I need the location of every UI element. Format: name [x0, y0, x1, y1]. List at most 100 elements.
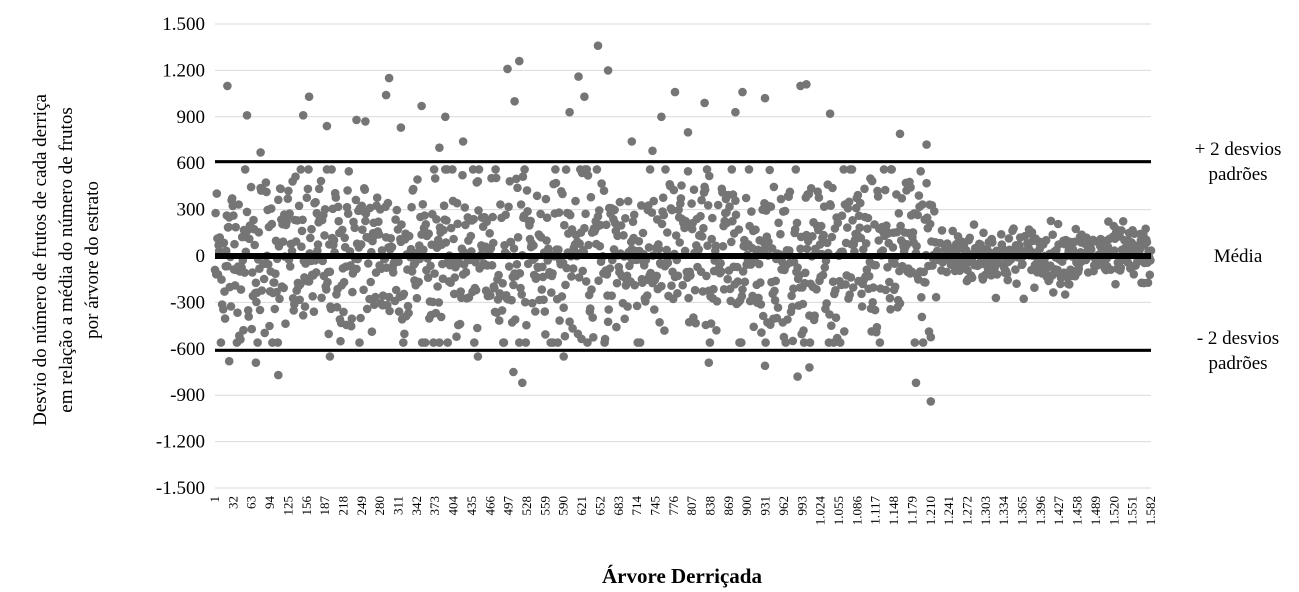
x-tick-label: 497	[501, 496, 516, 516]
data-point	[812, 285, 821, 294]
data-point	[361, 216, 370, 226]
data-point	[857, 289, 866, 299]
data-point	[418, 200, 428, 209]
data-point	[870, 305, 880, 315]
data-point	[269, 278, 279, 287]
data-point	[894, 209, 904, 218]
data-point	[840, 327, 849, 336]
x-tick-label: 776	[666, 496, 681, 516]
x-tick-label: 931	[758, 496, 773, 516]
data-point	[645, 165, 655, 174]
data-point	[868, 298, 877, 307]
data-point	[1117, 226, 1126, 235]
data-point	[531, 307, 540, 316]
data-point	[991, 293, 1001, 303]
data-point	[510, 315, 520, 324]
data-point	[554, 245, 563, 254]
data-point	[361, 117, 370, 126]
data-point	[236, 285, 246, 294]
data-point	[413, 175, 422, 184]
data-point	[259, 274, 269, 284]
data-point	[787, 291, 796, 301]
data-point	[878, 246, 888, 255]
data-point	[731, 196, 740, 205]
data-point	[922, 140, 931, 149]
data-point	[308, 292, 318, 301]
data-point	[686, 271, 695, 280]
data-point	[537, 285, 547, 294]
x-tick-label: 1.551	[1125, 496, 1140, 525]
data-point	[931, 292, 941, 302]
data-point	[381, 90, 391, 100]
data-point	[399, 289, 409, 299]
data-point	[364, 259, 373, 268]
data-point	[396, 123, 406, 132]
data-point	[216, 338, 226, 347]
data-point	[561, 280, 570, 290]
x-tick-label: 311	[391, 496, 406, 515]
data-point	[343, 186, 352, 195]
data-point	[473, 352, 483, 361]
data-point	[652, 271, 661, 281]
data-point	[789, 284, 798, 294]
data-point	[231, 222, 240, 232]
data-point	[442, 216, 451, 225]
data-point	[506, 237, 516, 247]
data-point	[663, 228, 672, 237]
data-point	[397, 220, 406, 229]
data-point	[603, 317, 613, 327]
data-point	[421, 220, 431, 229]
data-point	[491, 165, 500, 174]
data-point	[1048, 230, 1057, 239]
data-point	[793, 372, 802, 381]
data-point	[1046, 216, 1056, 226]
data-point	[822, 299, 831, 308]
data-point	[700, 98, 709, 108]
data-point	[516, 200, 526, 209]
data-point	[703, 201, 713, 210]
data-point	[767, 244, 777, 253]
data-point	[295, 295, 305, 305]
data-point	[466, 231, 476, 241]
data-point	[623, 196, 633, 206]
data-point	[928, 261, 937, 270]
data-point	[304, 277, 314, 286]
x-tick-label: 807	[684, 496, 699, 516]
x-tick-label: 249	[354, 496, 369, 516]
data-point	[392, 205, 402, 215]
data-point	[1116, 263, 1126, 273]
data-point	[897, 194, 907, 203]
data-point	[707, 234, 716, 244]
data-point	[433, 282, 442, 291]
data-point	[776, 194, 786, 204]
data-point	[793, 263, 802, 272]
data-point	[988, 238, 997, 247]
data-point	[461, 267, 471, 277]
data-point	[279, 283, 289, 293]
data-point	[487, 261, 497, 270]
data-point	[252, 297, 261, 307]
data-point	[281, 319, 290, 329]
data-point	[359, 285, 368, 295]
y-tick-label: 600	[177, 153, 206, 174]
data-point	[276, 184, 286, 194]
data-point	[702, 165, 712, 174]
data-point	[352, 264, 361, 274]
data-point	[334, 216, 344, 226]
data-point	[749, 322, 758, 332]
data-point	[220, 314, 230, 323]
data-point	[342, 202, 352, 212]
data-point	[621, 214, 630, 223]
data-point	[267, 219, 277, 229]
data-point	[278, 237, 288, 246]
data-point	[338, 225, 347, 235]
data-point	[916, 167, 925, 176]
data-point	[581, 277, 591, 286]
data-point	[331, 193, 341, 202]
x-tick-label: 714	[629, 496, 644, 516]
data-point	[265, 321, 274, 331]
data-point	[297, 226, 307, 236]
data-point	[831, 286, 840, 295]
data-point	[557, 292, 567, 301]
data-point	[407, 267, 417, 276]
